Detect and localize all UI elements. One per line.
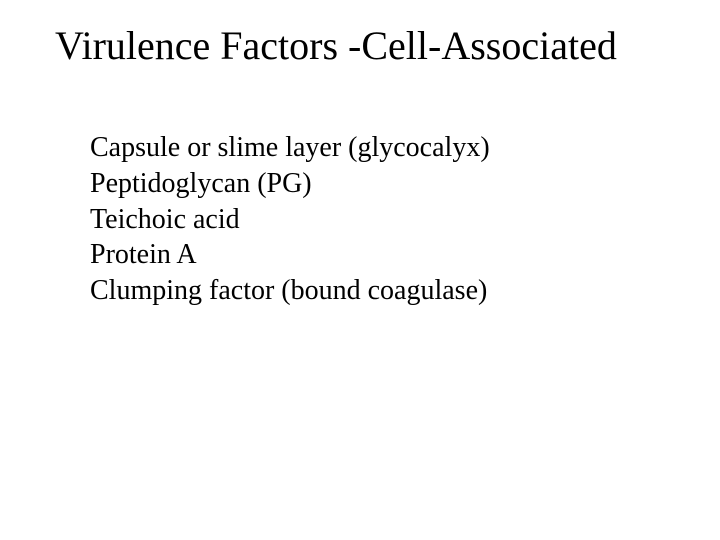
list-item: Teichoic acid — [90, 202, 490, 238]
list-item: Capsule or slime layer (glycocalyx) — [90, 130, 490, 166]
slide-title: Virulence Factors -Cell-Associated — [55, 22, 617, 69]
slide: Virulence Factors -Cell-Associated Capsu… — [0, 0, 720, 540]
list-item: Protein A — [90, 237, 490, 273]
list-item: Clumping factor (bound coagulase) — [90, 273, 490, 309]
slide-body: Capsule or slime layer (glycocalyx) Pept… — [90, 130, 490, 309]
list-item: Peptidoglycan (PG) — [90, 166, 490, 202]
